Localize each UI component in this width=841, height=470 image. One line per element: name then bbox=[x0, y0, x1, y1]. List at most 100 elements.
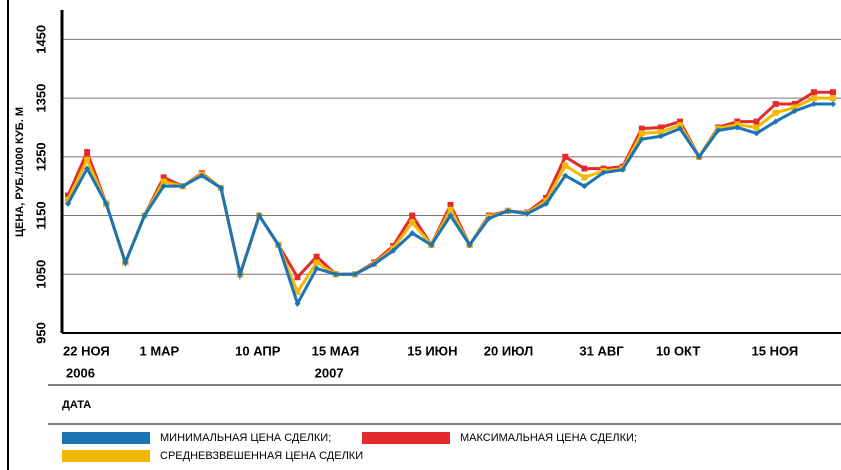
point-marker bbox=[772, 100, 779, 107]
y-tick-label: 950 bbox=[33, 322, 48, 344]
point-marker bbox=[256, 212, 263, 219]
point-marker bbox=[696, 153, 703, 160]
point-marker bbox=[810, 100, 817, 107]
y-tick-label: 1150 bbox=[33, 201, 48, 229]
point-marker bbox=[65, 196, 71, 203]
point-marker bbox=[772, 118, 779, 125]
legend-swatch bbox=[62, 432, 150, 444]
point-marker bbox=[179, 183, 186, 190]
point-marker bbox=[657, 133, 664, 140]
point-marker bbox=[65, 192, 71, 199]
point-marker bbox=[409, 219, 416, 226]
x-tick-label: 15 ИЮН bbox=[407, 343, 457, 358]
point-marker bbox=[562, 172, 569, 179]
point-marker bbox=[581, 183, 588, 190]
point-marker bbox=[753, 124, 760, 131]
point-marker bbox=[485, 215, 492, 222]
point-marker bbox=[753, 130, 760, 137]
x-year-label: 2006 bbox=[66, 365, 95, 380]
point-marker bbox=[791, 104, 798, 111]
legend-label: МИНИМАЛЬНАЯ ЦЕНА СДЕЛКИ; bbox=[160, 432, 331, 444]
point-marker bbox=[830, 100, 836, 107]
y-axis-label: ЦЕНА, РУБ./1000 КУБ. М bbox=[14, 107, 26, 237]
x-tick-label: 15 МАЯ bbox=[312, 343, 360, 358]
point-marker bbox=[351, 271, 358, 278]
point-marker bbox=[638, 130, 645, 137]
point-marker bbox=[275, 241, 282, 248]
y-tick-label: 1050 bbox=[33, 260, 48, 289]
point-marker bbox=[772, 109, 779, 116]
point-marker bbox=[830, 95, 836, 102]
point-marker bbox=[84, 156, 91, 163]
point-marker bbox=[160, 183, 167, 190]
point-marker bbox=[103, 200, 110, 207]
legend-swatch bbox=[362, 432, 450, 444]
point-marker bbox=[600, 169, 607, 176]
x-tick-label: 15 НОЯ bbox=[752, 343, 799, 358]
point-marker bbox=[543, 200, 550, 207]
x-tick-label: 20 ИЮЛ bbox=[484, 343, 533, 358]
point-marker bbox=[810, 95, 817, 102]
point-marker bbox=[428, 241, 435, 248]
x-tick-label: 10 ОКТ bbox=[656, 343, 700, 358]
point-marker bbox=[619, 166, 626, 173]
point-marker bbox=[313, 253, 320, 260]
point-marker bbox=[218, 184, 224, 191]
point-marker bbox=[447, 201, 454, 208]
point-marker bbox=[657, 124, 664, 131]
legend-swatch bbox=[62, 450, 150, 462]
point-marker bbox=[715, 127, 722, 134]
point-marker bbox=[810, 89, 817, 96]
point-marker bbox=[466, 241, 473, 248]
point-marker bbox=[562, 153, 569, 160]
point-marker bbox=[122, 259, 129, 266]
point-marker bbox=[830, 89, 836, 96]
point-marker bbox=[677, 122, 683, 129]
point-marker bbox=[677, 125, 683, 132]
x-tick-label: 31 АВГ bbox=[579, 343, 624, 358]
point-marker bbox=[390, 247, 397, 254]
point-marker bbox=[447, 206, 454, 213]
x-axis-label: ДАТА bbox=[62, 399, 91, 411]
point-marker bbox=[65, 200, 71, 207]
point-marker bbox=[237, 271, 244, 278]
point-marker bbox=[313, 259, 320, 266]
point-marker bbox=[294, 274, 301, 281]
point-marker bbox=[581, 174, 588, 181]
x-tick-label: 22 НОЯ bbox=[63, 343, 110, 358]
point-marker bbox=[638, 136, 645, 143]
point-marker bbox=[141, 212, 148, 219]
point-marker bbox=[313, 265, 320, 272]
point-marker bbox=[734, 124, 741, 131]
point-marker bbox=[504, 207, 511, 214]
x-tick-label: 10 АПР bbox=[235, 343, 281, 358]
point-marker bbox=[657, 129, 664, 136]
point-marker bbox=[677, 118, 683, 125]
point-marker bbox=[409, 212, 416, 219]
point-marker bbox=[791, 108, 798, 115]
y-tick-label: 1350 bbox=[33, 84, 48, 113]
point-marker bbox=[84, 149, 91, 156]
point-marker bbox=[160, 178, 167, 185]
y-tick-label: 1250 bbox=[33, 142, 48, 171]
x-tick-label: 1 МАР bbox=[140, 343, 180, 358]
y-tick-label: 1450 bbox=[33, 25, 48, 54]
legend-label: СРЕДНЕВЗВЕШЕННАЯ ЦЕНА СДЕЛКИ bbox=[160, 450, 363, 462]
point-marker bbox=[791, 100, 798, 107]
point-marker bbox=[332, 271, 339, 278]
point-marker bbox=[84, 165, 91, 172]
point-marker bbox=[638, 125, 645, 132]
point-marker bbox=[198, 172, 205, 179]
point-marker bbox=[524, 210, 530, 217]
point-marker bbox=[294, 300, 301, 307]
legend-label: МАКСИМАЛЬНАЯ ЦЕНА СДЕЛКИ; bbox=[460, 432, 637, 444]
x-year-label: 2007 bbox=[315, 365, 344, 380]
point-marker bbox=[753, 118, 760, 125]
point-marker bbox=[294, 288, 301, 295]
point-marker bbox=[160, 174, 167, 181]
point-marker bbox=[371, 261, 377, 268]
point-marker bbox=[562, 162, 569, 169]
point-marker bbox=[409, 230, 416, 237]
